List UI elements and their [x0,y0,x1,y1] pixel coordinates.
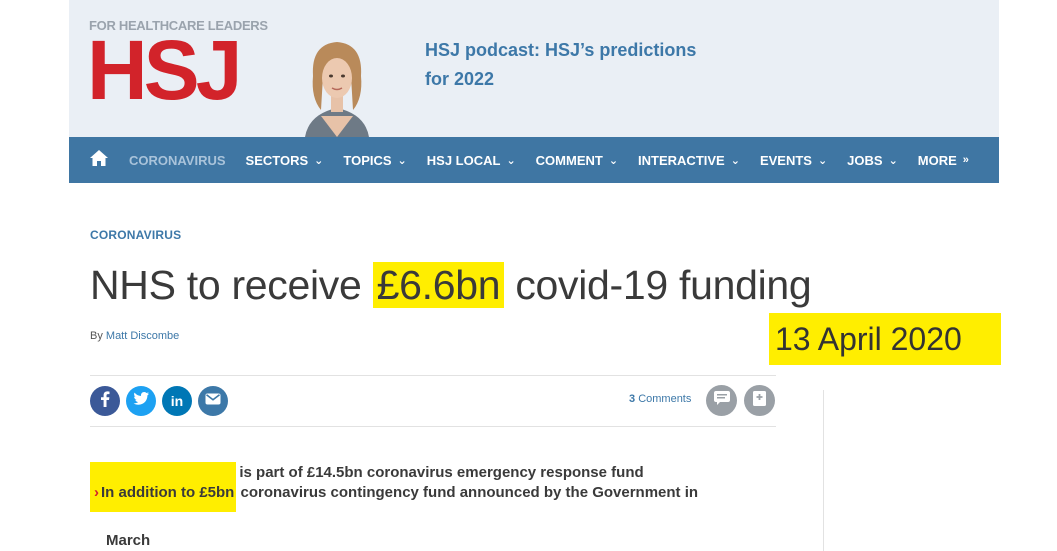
nav-item-interactive[interactable]: INTERACTIVE ⌄ [638,152,740,168]
hsj-logo[interactable]: FOR HEALTHCARE LEADERS HSJ [87,18,269,117]
twitter-share-button[interactable] [126,386,156,416]
chevron-down-icon: ⌄ [730,154,740,167]
sidebar-divider [823,390,824,551]
nav-item-sectors[interactable]: SECTORS ⌄ [245,152,324,168]
chevron-down-icon: ⌄ [506,154,516,167]
chevron-down-icon: ⌄ [888,154,898,167]
divider [90,375,776,376]
chevron-down-icon: ⌄ [397,154,407,167]
podcast-promo-link[interactable]: HSJ podcast: HSJ’s predictions for 2022 [425,40,697,89]
title-highlight: £6.6bn [372,262,505,308]
article-title: NHS to receive £6.6bn covid-19 funding [90,262,812,308]
linkedin-icon: in [170,393,184,409]
author-link[interactable]: Matt Discombe [105,330,180,342]
facebook-icon [100,390,110,412]
facebook-share-button[interactable] [90,386,120,416]
nav-item-topics[interactable]: TOPICS ⌄ [343,152,407,168]
nav-item-comment[interactable]: COMMENT ⌄ [535,152,619,168]
logo-tagline: FOR HEALTHCARE LEADERS [89,18,268,33]
nav-item-coronavirus[interactable]: CORONAVIRUS [129,152,226,168]
email-icon [205,392,221,410]
nav-home-button[interactable] [69,137,129,183]
double-chevron-right-icon: » [962,154,969,166]
nav-item-jobs[interactable]: JOBS ⌄ [847,152,898,168]
home-icon [90,149,108,171]
email-share-button[interactable] [198,386,228,416]
chevron-right-icon: › [94,484,99,501]
site-header: FOR HEALTHCARE LEADERS HSJ HSJ podcast: … [69,0,999,137]
summary-bullet: › In addition to £5bn coronavirus conting… [90,462,698,512]
logo-wordmark: HSJ [87,23,242,117]
share-buttons: in [90,386,228,416]
comment-button[interactable] [706,385,737,416]
podcast-host-portrait[interactable] [291,36,383,137]
nav-item-hsj-local[interactable]: HSJ LOCAL ⌄ [426,152,516,168]
linkedin-share-button[interactable]: in [162,386,192,416]
byline: By Matt Discombe [90,330,180,342]
article-category[interactable]: CORONAVIRUS [90,228,182,242]
summary-bullet-continued: March [106,532,151,549]
bookmark-icon [753,390,766,411]
bookmark-button[interactable] [744,385,775,416]
twitter-icon [133,392,149,410]
comments-link[interactable]: 3 Comments [629,393,692,405]
chevron-down-icon: ⌄ [608,154,619,167]
chevron-down-icon: ⌄ [314,154,324,167]
comment-icon [713,391,730,410]
nav-item-more[interactable]: MORE» [917,152,969,168]
chevron-down-icon: ⌄ [817,154,828,167]
comments-count: 3 [629,393,636,405]
nav-item-events[interactable]: EVENTS ⌄ [759,152,828,168]
article-date: 13 April 2020 [769,313,1001,365]
main-nav: CORONAVIRUS SECTORS ⌄ TOPICS ⌄ HSJ LOCAL ⌄ … [69,137,999,183]
divider [90,426,776,427]
